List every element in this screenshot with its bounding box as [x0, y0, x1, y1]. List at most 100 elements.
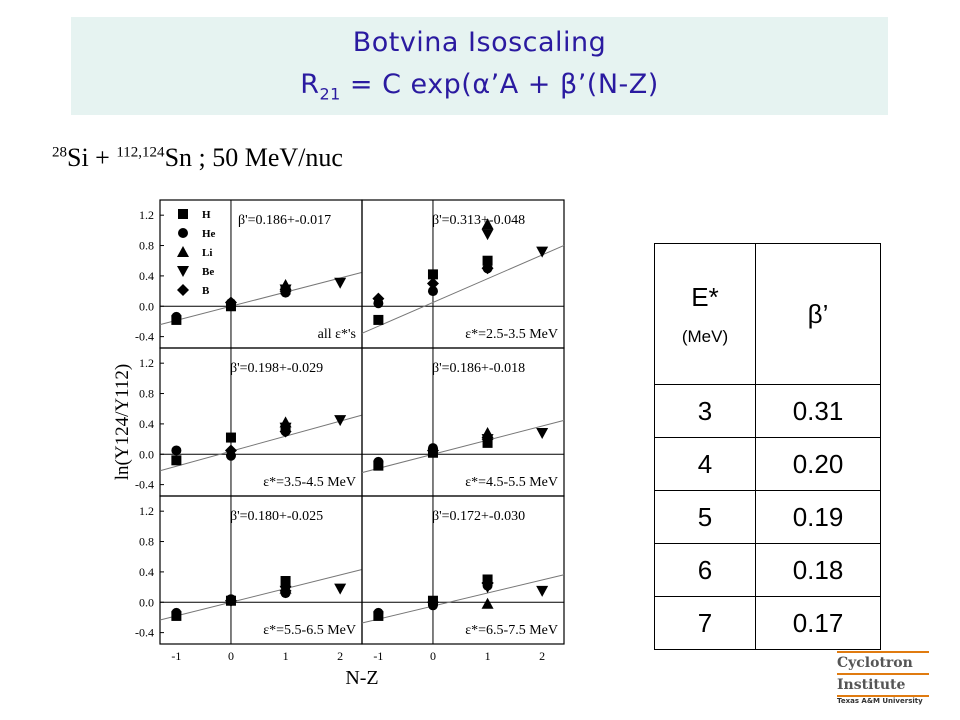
beta-annotation: β'=0.198+-0.029 — [230, 361, 323, 376]
legend-label: B — [202, 285, 210, 297]
y-tick-label: -0.4 — [135, 478, 154, 492]
y-tick-label: 0.0 — [139, 299, 154, 313]
y-tick-label: -0.4 — [135, 330, 154, 344]
b-point — [481, 433, 494, 446]
be-point — [481, 229, 494, 241]
table-row: 3 0.31 — [654, 384, 881, 438]
excitation-label: all ε*'s — [318, 327, 356, 342]
be-point — [536, 428, 549, 440]
b-point — [224, 296, 237, 309]
he-point — [373, 607, 384, 618]
excitation-label: ε*=6.5-7.5 MeV — [465, 623, 558, 638]
h-point — [171, 455, 182, 466]
b-point — [426, 277, 439, 290]
be-point — [536, 585, 549, 597]
h-point — [373, 314, 384, 325]
he-point — [178, 228, 188, 238]
x-tick-label: 0 — [228, 649, 234, 663]
excitation-label: ε*=2.5-3.5 MeV — [465, 327, 558, 342]
b-point — [426, 444, 439, 457]
header-excitation: E* (MeV) — [654, 243, 756, 385]
legend-label: Li — [202, 247, 212, 259]
be-point — [536, 246, 549, 258]
he-point — [373, 456, 384, 467]
be-point — [334, 277, 347, 289]
h-point — [225, 432, 236, 443]
reaction-label: 28Si + 112,124Sn ; 50 MeV/nuc — [52, 143, 343, 172]
y-tick-label: 1.2 — [139, 504, 154, 518]
slide-title: Botvina Isoscaling — [352, 27, 607, 58]
table-row: 7 0.17 — [654, 596, 881, 650]
b-point — [279, 285, 292, 298]
h-point — [178, 209, 188, 219]
he-point — [171, 607, 182, 618]
y-tick-label: 1.2 — [139, 208, 154, 222]
excitation-label: ε*=4.5-5.5 MeV — [465, 475, 558, 490]
x-tick-label: -1 — [373, 649, 383, 663]
he-point — [171, 311, 182, 322]
b-point — [224, 594, 237, 607]
beta-annotation: β'=0.186+-0.018 — [432, 361, 525, 376]
h-point — [482, 255, 493, 266]
isoscaling-chart: 1.2 0.8 0.4 0.0 -0.4 β'=0.186+-0.017 all ε*'s H… — [112, 199, 565, 689]
y-tick-label: 1.2 — [139, 356, 154, 370]
y-tick-label: -0.4 — [135, 626, 154, 640]
fit-line — [159, 271, 363, 326]
y-tick-label: 0.8 — [139, 239, 154, 253]
he-point — [171, 445, 182, 456]
title-banner: Botvina Isoscaling R21 = C exp(α’A + β’(… — [71, 17, 888, 115]
li-point — [481, 597, 494, 609]
x-tick-label: 1 — [485, 649, 491, 663]
table-row: 4 0.20 — [654, 437, 881, 491]
be-point — [334, 415, 347, 427]
y-axis-label: ln(Y124/Y112) — [112, 364, 133, 480]
table-row: 6 0.18 — [654, 543, 881, 597]
y-tick-label: 0.4 — [139, 417, 154, 431]
b-point — [279, 425, 292, 438]
beta-annotation: β'=0.313+-0.048 — [432, 213, 525, 228]
fit-line — [361, 244, 565, 334]
table-row: 5 0.19 — [654, 490, 881, 544]
y-tick-label: 0.4 — [139, 269, 154, 283]
b-point — [426, 596, 439, 609]
beta-annotation: β'=0.180+-0.025 — [230, 509, 323, 524]
beta-annotation: β'=0.186+-0.017 — [238, 213, 331, 228]
legend-label: He — [202, 228, 216, 240]
x-tick-label: -1 — [171, 649, 181, 663]
y-tick-label: 0.8 — [139, 535, 154, 549]
excitation-label: ε*=5.5-6.5 MeV — [263, 623, 356, 638]
fit-line — [361, 419, 565, 474]
b-point — [224, 444, 237, 457]
li-point — [481, 218, 494, 230]
x-axis-label: N-Z — [345, 667, 378, 689]
b-point — [481, 577, 494, 590]
x-tick-label: 1 — [283, 649, 289, 663]
h-point — [280, 576, 291, 587]
y-tick-label: 0.8 — [139, 387, 154, 401]
fit-line — [361, 574, 565, 624]
he-point — [427, 286, 438, 297]
x-tick-label: 2 — [337, 649, 343, 663]
y-tick-label: 0.0 — [139, 595, 154, 609]
panel-frame — [361, 495, 565, 645]
be-point — [334, 583, 347, 595]
li-point — [177, 246, 189, 257]
fit-line — [159, 414, 363, 472]
beta-table: E* (MeV) β’ 3 0.31 4 0.20 5 0.19 6 0.18 7 0.1… — [654, 243, 881, 650]
x-tick-label: 2 — [539, 649, 545, 663]
be-point — [177, 266, 189, 277]
legend-label: H — [202, 209, 211, 221]
b-point — [279, 584, 292, 597]
y-tick-label: 0.0 — [139, 447, 154, 461]
b-point — [481, 262, 494, 275]
x-tick-label: 0 — [430, 649, 436, 663]
excitation-label: ε*=3.5-4.5 MeV — [263, 475, 356, 490]
b-point — [372, 292, 385, 305]
isoscaling-formula: R21 = C exp(α’A + β’(N-Z) — [300, 69, 659, 104]
header-beta: β’ — [755, 243, 881, 385]
h-point — [427, 269, 438, 280]
legend-label: Be — [202, 266, 214, 278]
fit-line — [159, 568, 363, 621]
b-point — [177, 284, 189, 296]
beta-annotation: β'=0.172+-0.030 — [432, 509, 525, 524]
